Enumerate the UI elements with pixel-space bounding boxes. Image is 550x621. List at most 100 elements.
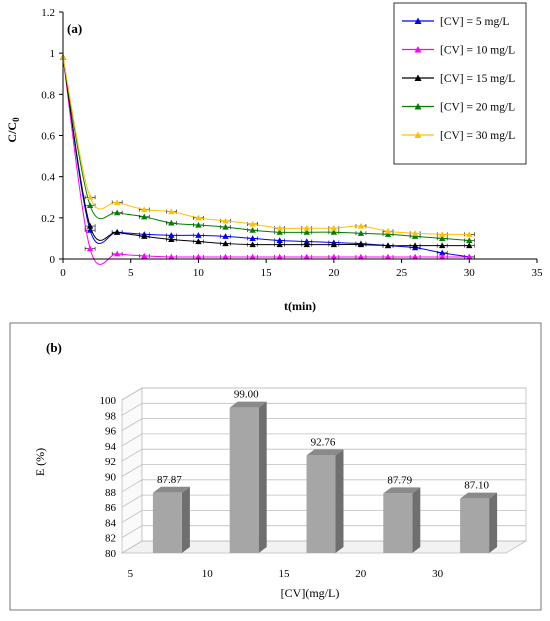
a-y-tick-group: 0 0.2 0.4 0.6 0.8 1 1.2 [41,7,63,266]
a-data-point [195,253,202,260]
a-data-point [141,206,148,213]
a-x-tick-label: 35 [532,267,544,279]
a-data-point [168,219,175,226]
a-data-point [411,230,419,236]
a-legend-swatch-marker [414,74,422,81]
a-data-point [466,253,473,260]
a-data-point [303,253,310,260]
b-bar-20: 87.79 [383,474,421,553]
a-data-point [249,220,256,227]
a-data-point [384,231,392,237]
b-data-label: 87.87 [157,474,182,486]
a-y-axis-title-main: C/C [5,122,19,143]
a-data-point [330,229,338,235]
a-data-point [466,231,473,237]
a-data-point [330,241,338,248]
b-y-tick-label: 96 [105,426,117,438]
a-data-point [113,199,121,205]
b-gridline [121,448,526,462]
a-data-point [439,253,446,260]
b-y-axis-title-wrap: E (%) [33,448,47,476]
a-data-point [222,253,229,260]
b-x-tick-label: 20 [355,568,367,580]
a-x-tick-label: 0 [60,267,66,279]
b-gridline [121,479,526,493]
a-series-group [59,54,473,265]
a-data-point [195,214,202,221]
b-y-tick-label: 94 [105,441,117,453]
b-bar [383,493,413,553]
a-series-2 [59,54,473,265]
b-bar-top [383,487,421,494]
a-data-point [249,241,256,248]
a-x-tick-label: 20 [328,267,340,279]
a-data-point [195,232,202,238]
a-data-point [303,241,310,248]
a-data-point [384,242,392,249]
a-x-axis-title: t(min) [284,299,316,313]
a-series-5 [59,54,473,237]
a-data-point [411,253,419,260]
a-data-point [357,241,365,248]
a-data-point [276,237,283,244]
a-y-tick-label: 0.2 [41,213,55,225]
a-legend-swatch-marker [414,46,422,53]
a-x-tick-label: 30 [464,267,476,279]
a-series-3 [59,54,473,249]
b-data-label: 92.76 [311,436,336,448]
b-panel-label: (b) [46,340,62,355]
b-bar-side [335,449,344,553]
a-legend-swatch-marker [414,131,422,138]
a-data-point [113,250,121,257]
a-data-point [195,238,202,245]
b-bar [460,498,490,553]
a-data-point [86,245,94,252]
a-y-axis-title-sub: 0 [11,117,21,122]
a-data-point [330,253,338,260]
b-gridline [121,433,526,447]
a-data-point [249,253,256,260]
b-bar-side [412,487,421,553]
a-data-point [466,237,473,244]
a-y-tick-label: 0.4 [41,172,55,184]
a-legend-swatch-marker [414,103,422,110]
a-panel-label: (a) [67,21,82,36]
a-data-point [357,222,365,229]
a-data-point [466,242,473,249]
a-data-point [439,242,446,249]
b-gridline [121,418,526,431]
a-data-point [222,240,229,247]
a-data-point [222,217,229,224]
b-bar-side [181,486,190,553]
a-data-point [168,236,175,243]
b-x-tick-label: 30 [432,568,444,580]
b-bar-side [489,492,498,553]
a-y-axis-title: C/C0 [5,117,21,143]
b-y-tick-label: 100 [100,395,117,407]
a-data-point [411,233,419,239]
b-x-tick-label: 5 [128,568,134,580]
b-bar [306,455,336,553]
a-data-point [141,252,148,259]
b-bar-top [460,492,498,499]
b-y-tick-label: 84 [105,517,117,529]
a-data-point [113,229,121,235]
a-data-point [168,232,175,238]
b-x-tick-group: 5 10 15 20 30 [128,568,444,580]
a-data-point [222,223,229,230]
a-data-point [168,253,175,260]
a-x-tick-label: 5 [128,267,134,279]
b-y-tick-group: 80 82 84 86 88 90 92 94 96 98 100 [100,395,117,560]
a-data-point [195,221,202,228]
a-y-tick-label: 0.6 [41,131,55,143]
a-x-tick-label: 10 [193,267,205,279]
a-data-point [439,249,446,256]
b-data-label: 87.79 [387,474,412,486]
a-legend-label: [CV] = 5 mg/L [440,16,509,28]
b-x-tick-label: 15 [279,568,291,580]
a-legend: [CV] = 5 mg/L [CV] = 10 mg/L [CV] = 15 mg/… [393,2,527,165]
b-y-tick-label: 90 [105,472,117,484]
